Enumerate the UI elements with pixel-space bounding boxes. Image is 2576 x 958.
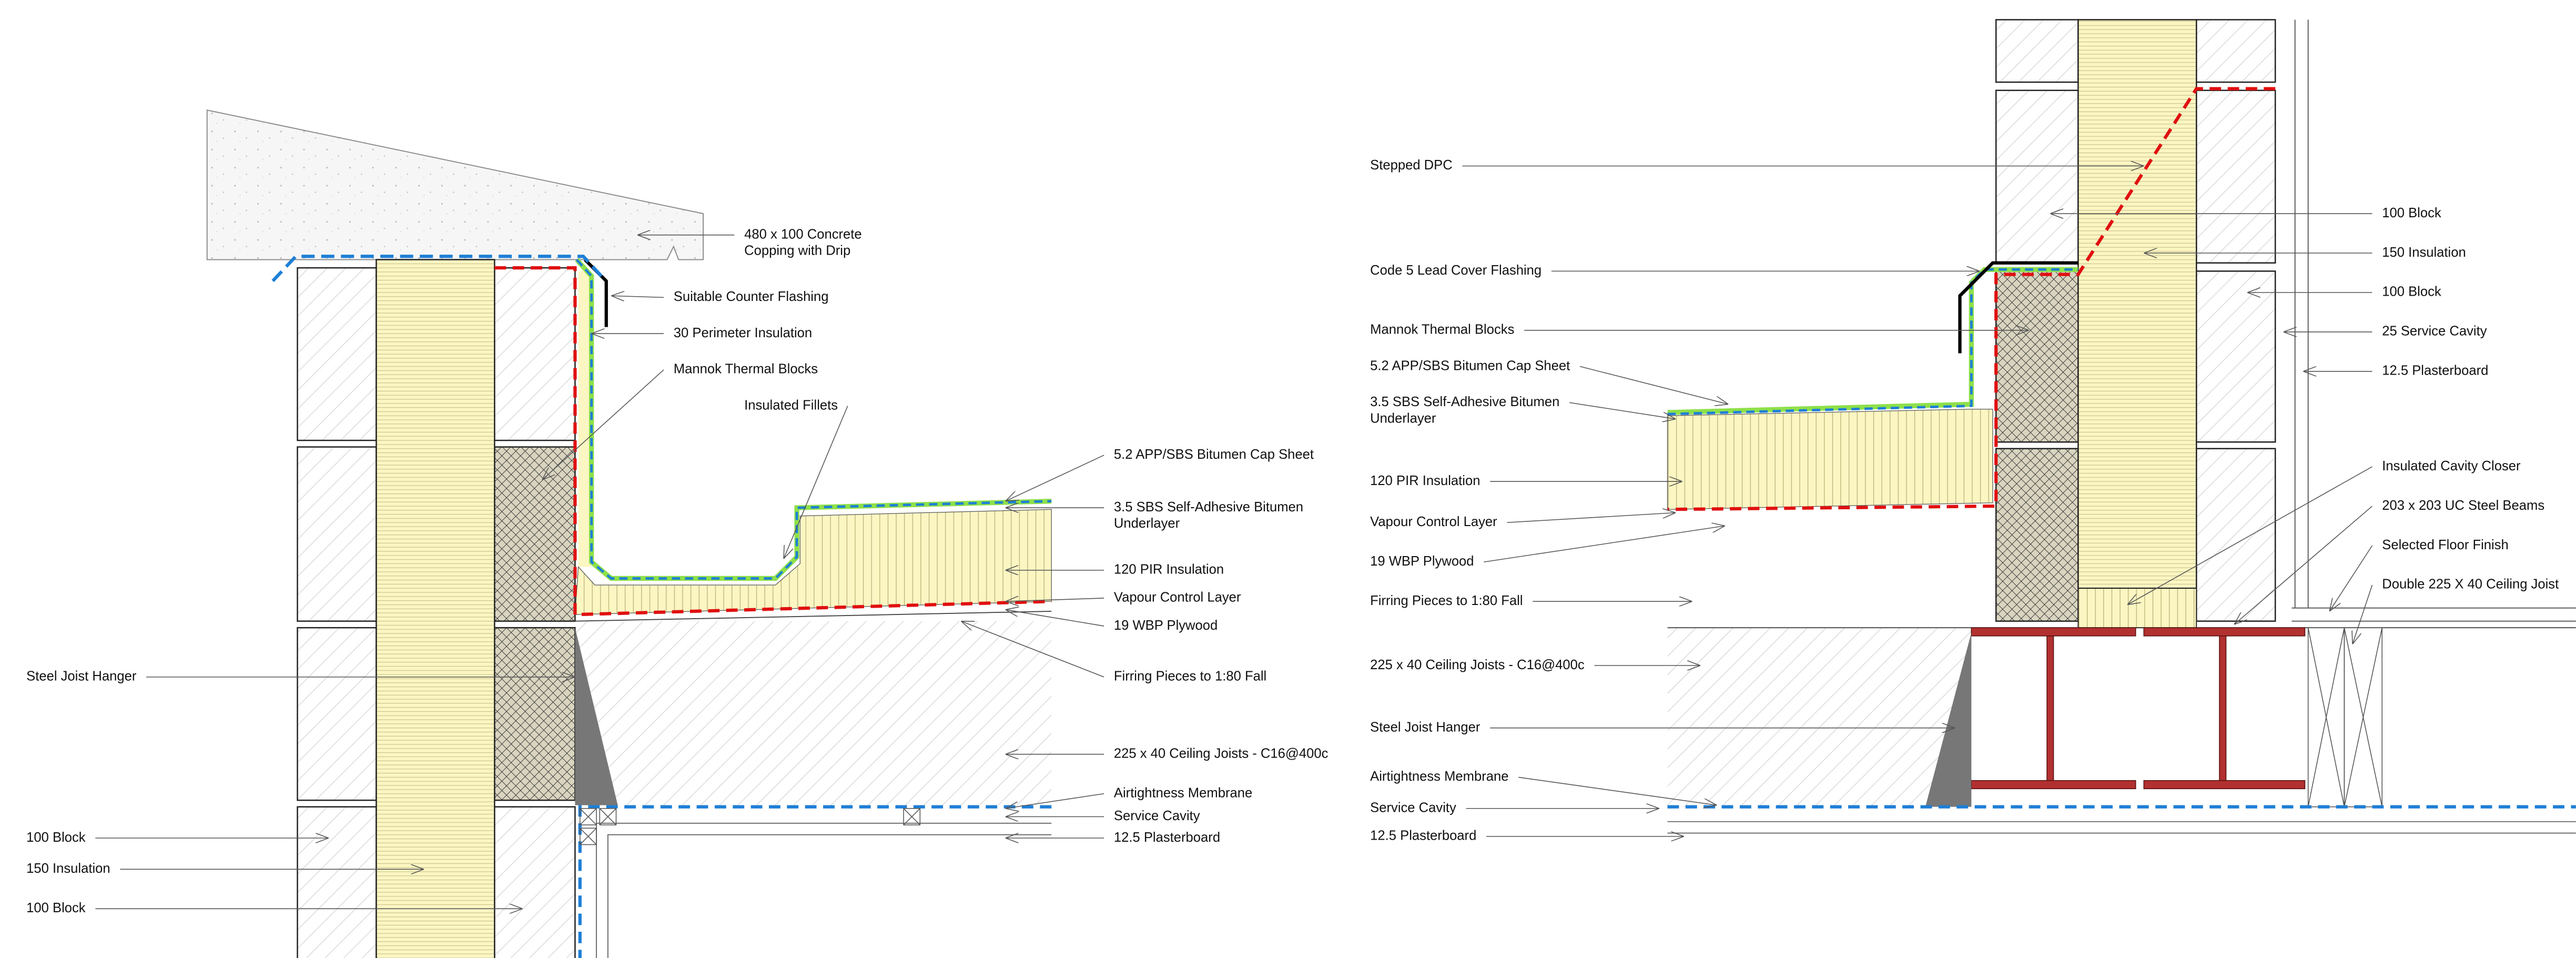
callout-label: 12.5 Plasterboard [2382,364,2488,378]
callout-label: 203 x 203 UC Steel Beams [2382,498,2544,513]
callout-label: Vapour Control Layer [1370,515,1497,529]
callout-label: 5.2 APP/SBS Bitumen Cap Sheet [1114,447,1314,462]
lead-flashing [1958,261,2078,354]
callout-label: 12.5 Plasterboard [1370,829,1476,843]
callout-label: 12.5 Plasterboard [1114,830,1220,845]
leader-line [784,406,848,559]
callout-label: Service Cavity [1114,809,1200,823]
plywood [575,611,1052,622]
callout-label: 3.5 SBS Self-Adhesive Bitumen [1114,500,1303,515]
callout-label: Code 5 Lead Cover Flashing [1370,263,1541,278]
callout-label: Service Cavity [1370,801,1456,815]
right-detail [1667,19,2576,834]
labels: 480 x 100 Concrete Copping with Drip Suita… [26,158,2559,915]
callout-label: Steel Joist Hanger [1370,720,1480,734]
callout-label: 5.2 APP/SBS Bitumen Cap Sheet [1370,358,1570,373]
leader-line [1507,513,1676,523]
plasterboard [596,822,1052,958]
leader-line [1006,598,1104,601]
cavity-insulation [376,259,495,958]
leader-line [542,369,664,480]
callout-label: 100 Block [26,830,86,845]
callout-label: 3.5 SBS Self-Adhesive Bitumen [1370,395,1559,409]
vapour-control [494,266,1052,617]
callout-label: 100 Block [2382,285,2441,299]
callout-label: 150 Insulation [2382,245,2466,260]
joist-zone [575,621,1052,805]
floor-zone [1667,628,1972,807]
callout-label: 100 Block [26,901,86,915]
callout-label: Mannok Thermal Blocks [674,362,818,377]
pir-insulation [574,509,1052,615]
callout-label: Double 225 X 40 Ceiling Joist [2382,577,2559,592]
callout-label: 120 PIR Insulation [1114,562,1224,577]
callout-label: Underlayer [1114,516,1180,531]
callout-label: Suitable Counter Flashing [674,289,829,304]
leader-line [2234,506,2373,624]
airtightness [578,805,1052,958]
callout-label: 25 Service Cavity [2382,324,2487,339]
callout-label: Airtightness Membrane [1114,785,1252,800]
leader-line [1006,610,1104,627]
leader-line [1569,402,1676,419]
leader-line [1579,366,1728,405]
callout-label: Stepped DPC [1370,158,1453,173]
leader-line [1006,455,1104,501]
plasterboard [1667,821,2576,834]
blocks [297,267,576,958]
leader-line [2352,584,2373,644]
stepped-dpc [1667,87,2276,511]
leader-line [1484,526,1725,563]
callout-label: 30 Perimeter Insulation [674,326,812,340]
callout-label: Vapour Control Layer [1114,590,1241,605]
joist-hanger [575,628,618,805]
steel-beams [1971,627,2306,790]
callout-label: Insulated Fillets [744,398,838,412]
cavity-closer [2077,588,2197,629]
coping-dpc [271,255,603,283]
callout-label: Firring Pieces to 1:80 Fall [1114,669,1266,684]
callout-label: 120 PIR Insulation [1370,473,1480,488]
callout-label: Mannok Thermal Blocks [1370,322,1514,337]
callout-label: 19 WBP Plywood [1370,554,1474,569]
pir-insulation [1667,409,1993,510]
leader-line [1518,777,1717,805]
leader-line [2127,466,2372,604]
callout-label: 225 x 40 Ceiling Joists - C16@400c [1370,658,1585,672]
callout-label: 100 Block [2382,206,2441,220]
underlayer [575,258,1052,580]
callout-label: Steel Joist Hanger [26,669,137,684]
callout-label: Copping with Drip [744,244,850,258]
callout-label: 19 WBP Plywood [1114,618,1218,633]
callout-label: Airtightness Membrane [1370,769,1508,784]
service-cavity [2291,19,2576,622]
battens [579,808,921,845]
callout-label: 225 x 40 Ceiling Joists - C16@400c [1114,746,1328,761]
leader-line [961,621,1104,678]
coping [206,109,704,260]
double-joist [2307,627,2383,808]
callout-label: 480 x 100 Concrete [744,227,862,241]
callout-label: Underlayer [1370,411,1436,426]
leader-line [2329,545,2373,611]
cavity-insulation [2077,19,2197,589]
left-detail [206,109,1052,958]
leader-line [1006,793,1104,809]
leader-line [611,296,664,297]
callout-label: Selected Floor Finish [2382,538,2509,552]
counter-flashing [583,258,608,327]
callout-label: 150 Insulation [26,861,110,876]
callout-label: Insulated Cavity Closer [2382,459,2521,473]
callout-label: Firring Pieces to 1:80 Fall [1370,593,1523,608]
